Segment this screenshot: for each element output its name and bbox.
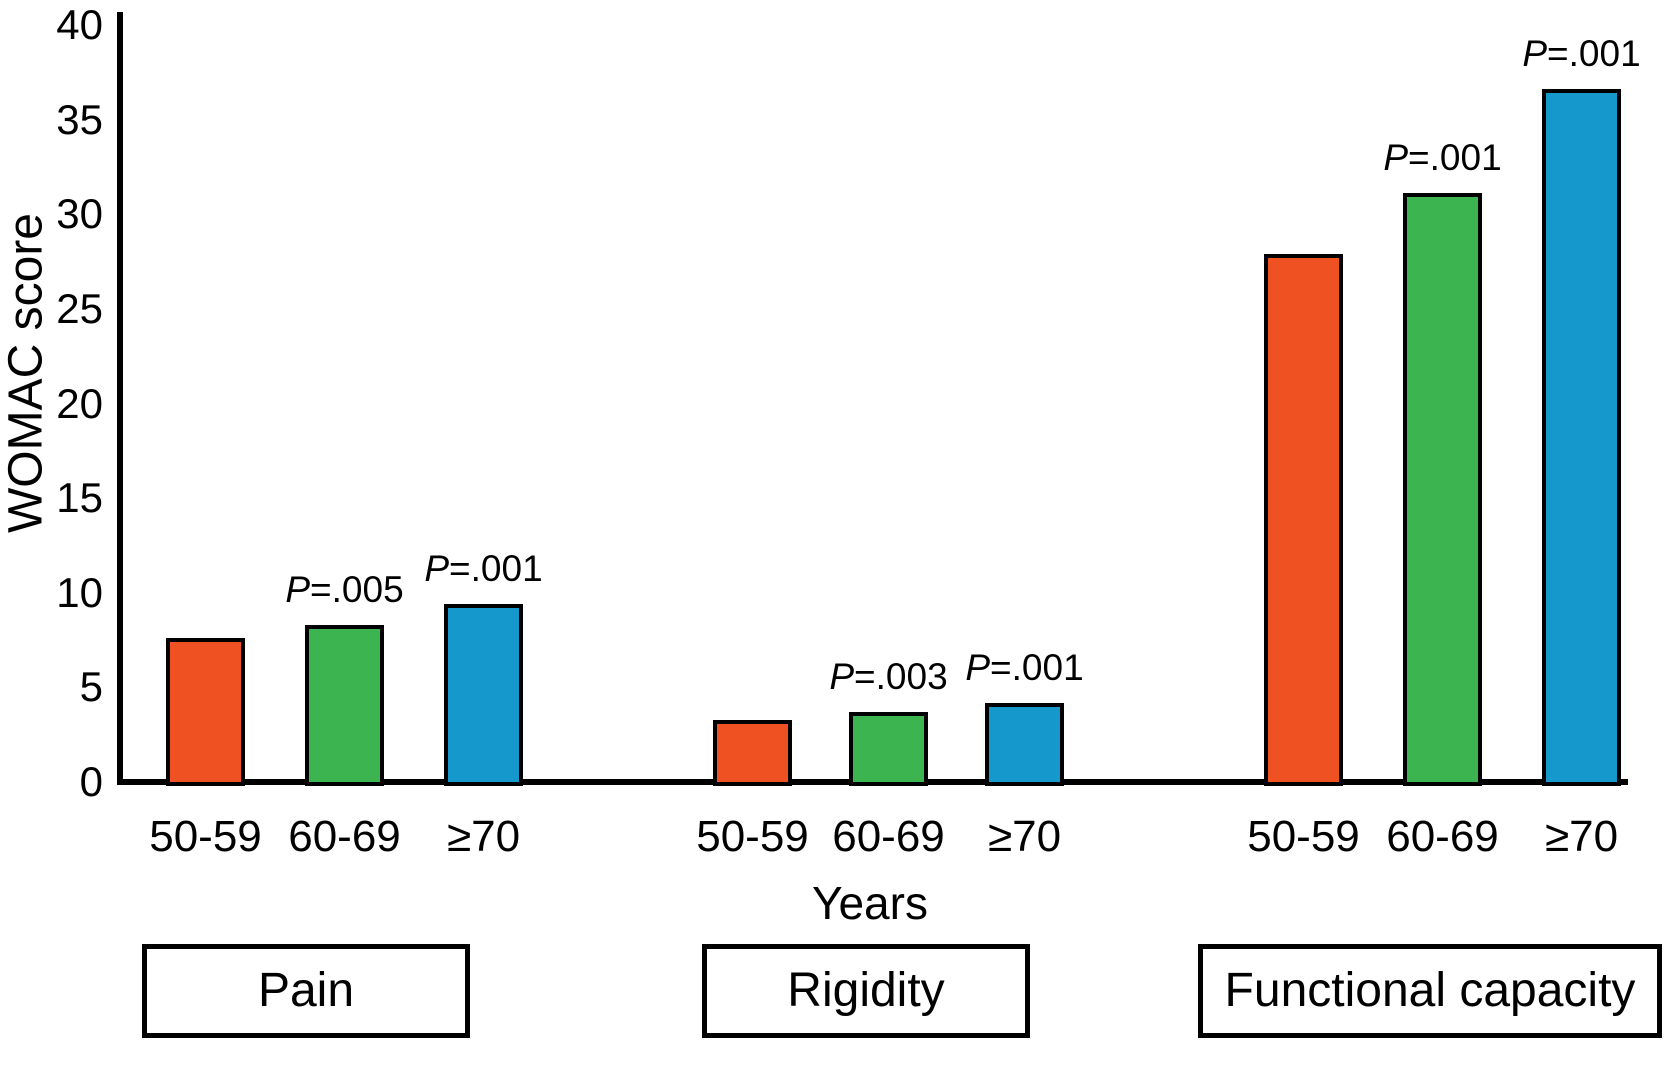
bar-pain-60-69	[305, 624, 384, 786]
x-tick-label: 60-69	[1386, 812, 1499, 861]
x-tick-label: ≥70	[1544, 812, 1619, 861]
y-axis-line	[117, 12, 123, 785]
p-value-label: P=.001	[1383, 137, 1502, 179]
bar-rigidity-≥70	[985, 702, 1064, 786]
group-box-functional-capacity: Functional capacity	[1198, 944, 1662, 1038]
bar-functional-capacity-50-59	[1264, 253, 1343, 786]
y-tick-label: 40	[56, 1, 103, 48]
x-axis-title: Years	[812, 877, 928, 929]
bar-rigidity-60-69	[849, 711, 928, 786]
y-tick-label: 20	[56, 379, 103, 427]
y-tick-label: 10	[56, 568, 103, 616]
x-tick-label: 50-59	[1247, 812, 1360, 861]
group-box-pain: Pain	[142, 944, 470, 1038]
group-box-rigidity: Rigidity	[702, 944, 1030, 1038]
x-tick-label: ≥70	[987, 812, 1062, 861]
bar-pain-50-59	[166, 638, 245, 786]
x-tick-label: 50-59	[696, 812, 809, 861]
y-tick-label: 15	[56, 474, 103, 522]
p-value-label: P=.003	[829, 655, 948, 697]
bar-pain-≥70	[444, 604, 523, 786]
bar-functional-capacity-≥70	[1542, 89, 1621, 786]
p-value-label: P=.001	[424, 548, 543, 590]
p-value-label: P=.005	[285, 568, 404, 610]
x-tick-label: 50-59	[149, 812, 262, 861]
y-tick-label: 35	[56, 95, 103, 143]
bar-rigidity-50-59	[713, 719, 792, 786]
y-tick-label: 25	[56, 284, 103, 332]
p-value-label: P=.001	[1522, 33, 1641, 75]
x-tick-label: 60-69	[288, 812, 401, 861]
x-tick-label: ≥70	[446, 812, 521, 861]
x-tick-label: 60-69	[832, 812, 945, 861]
y-tick-label: 30	[56, 190, 103, 238]
y-tick-label: 5	[79, 663, 103, 711]
p-value-label: P=.001	[965, 646, 1084, 688]
y-tick-label: 0	[79, 758, 103, 805]
bar-functional-capacity-60-69	[1403, 193, 1482, 786]
